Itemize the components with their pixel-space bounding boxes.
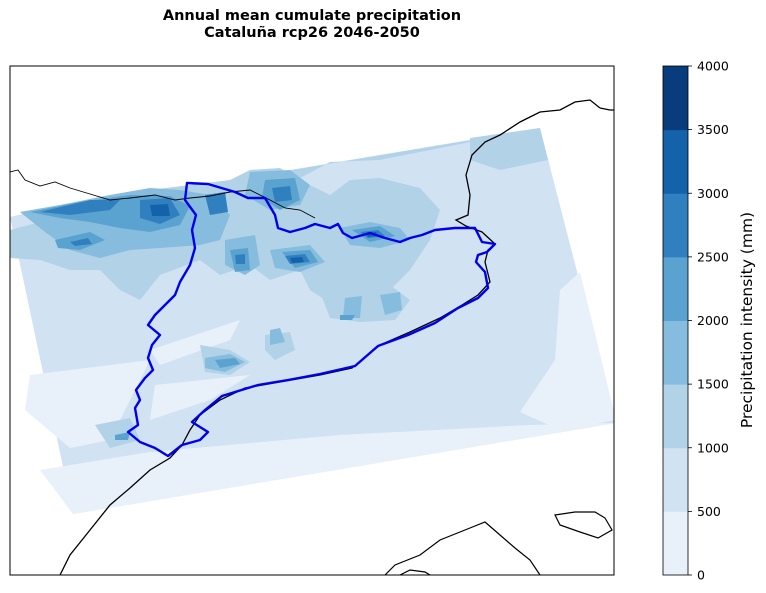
colorbar-segment <box>663 193 688 258</box>
colorbar-tick-label: 1500 <box>697 377 729 392</box>
colorbar-segment <box>663 511 688 576</box>
colorbar-ticks: 0 500 1000 1500 2000 2500 3000 3500 4000 <box>688 59 729 583</box>
colorbar <box>663 66 688 576</box>
colorbar-tick-label: 500 <box>697 504 721 519</box>
colorbar-segment <box>663 256 688 321</box>
figure-title: Annual mean cumulate precipitation Catal… <box>10 8 614 42</box>
colorbar-label: Precipitation intensity (mm) <box>738 212 756 428</box>
colorbar-segment <box>663 66 688 131</box>
map-panel <box>10 99 614 575</box>
region-outline <box>126 181 497 458</box>
precip-level-2500-3000 <box>40 186 385 264</box>
precip-level-0-500 <box>25 272 614 514</box>
colorbar-tick-label: 1000 <box>697 440 729 455</box>
colorbar-segment <box>663 447 688 512</box>
title-line-2: Cataluña rcp26 2046-2050 <box>204 25 420 41</box>
colorbar-tick-label: 2500 <box>697 249 729 264</box>
colorbar-tick-label: 4000 <box>697 59 729 74</box>
title-line-1: Annual mean cumulate precipitation <box>162 8 462 24</box>
colorbar-segment <box>663 320 688 385</box>
colorbar-tick-label: 0 <box>697 568 705 583</box>
coastline <box>10 99 614 575</box>
map-frame <box>9 65 615 576</box>
colorbar-tick-label: 3500 <box>697 122 729 137</box>
colorbar-tick-label: 3000 <box>697 186 729 201</box>
colorbar-segment <box>663 129 688 194</box>
colorbar-segment <box>663 384 688 449</box>
colorbar-tick-label: 2000 <box>697 313 729 328</box>
